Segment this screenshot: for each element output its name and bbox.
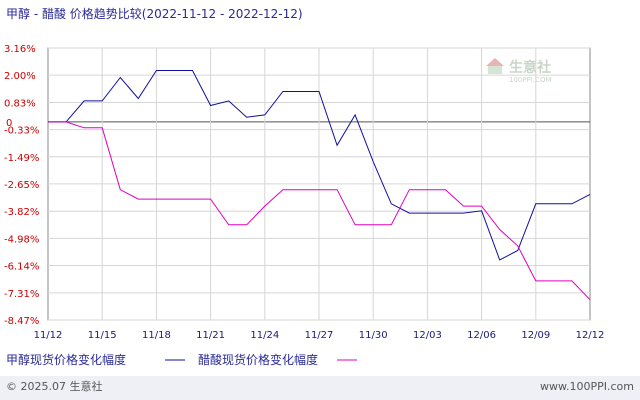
y-tick-label: -6.14%	[4, 262, 39, 273]
x-tick-label: 12/03	[413, 330, 442, 341]
x-tick-label: 12/12	[576, 330, 605, 341]
y-tick-label: 0.83%	[4, 98, 36, 109]
legend-label-methanol: 甲醇现货价格变化幅度	[6, 352, 126, 367]
series-layer	[48, 70, 591, 301]
legend-label-acetic: 醋酸现货价格变化幅度	[198, 352, 318, 367]
y-tick-label: 3.16%	[4, 44, 36, 55]
x-tick-label: 12/09	[521, 330, 550, 341]
y-tick-label: 0	[6, 118, 12, 129]
watermark-url: 100PPI.COM	[509, 76, 552, 84]
legend: 甲醇现货价格变化幅度 醋酸现货价格变化幅度	[6, 352, 357, 367]
y-tick-label: -7.31%	[4, 289, 39, 300]
x-tick-label: 11/21	[196, 330, 225, 341]
x-tick-label: 11/24	[250, 330, 279, 341]
y-tick-label: -2.65%	[4, 180, 39, 191]
series-line-acetic	[48, 121, 591, 301]
y-tick-label: -8.47%	[4, 316, 39, 327]
x-tick-label: 11/27	[305, 330, 334, 341]
grid	[48, 47, 590, 321]
series-line-methanol	[48, 70, 591, 261]
chart-title: 甲醇 - 醋酸 价格趋势比较(2022-11-12 - 2022-12-12)	[6, 6, 303, 21]
footer-site: www.100PPI.com	[540, 380, 634, 393]
watermark-logo: 生意社 100PPI.COM	[486, 58, 552, 84]
x-axis: 11/12 11/15 11/18 11/21 11/24 11/27 11/30 12/03…	[34, 330, 605, 341]
x-tick-label: 11/18	[142, 330, 171, 341]
y-tick-label: 2.00%	[4, 71, 36, 82]
footer-copyright: © 2025.07 生意社	[6, 379, 102, 393]
y-axis: 3.16% 2.00% 0.83% 0-0.33% -1.49% -2.65% -3.82%…	[4, 44, 39, 327]
x-tick-label: 12/06	[467, 330, 496, 341]
watermark-name: 生意社	[509, 59, 551, 76]
x-tick-label: 11/30	[359, 330, 388, 341]
y-tick-label: -0.33%	[4, 126, 39, 137]
y-tick-label: -1.49%	[4, 153, 39, 164]
y-tick-label: -4.98%	[4, 234, 39, 245]
y-tick-label: -3.82%	[4, 207, 39, 218]
footer-band	[0, 376, 640, 400]
x-tick-label: 11/15	[88, 330, 117, 341]
x-tick-label: 11/12	[34, 330, 63, 341]
